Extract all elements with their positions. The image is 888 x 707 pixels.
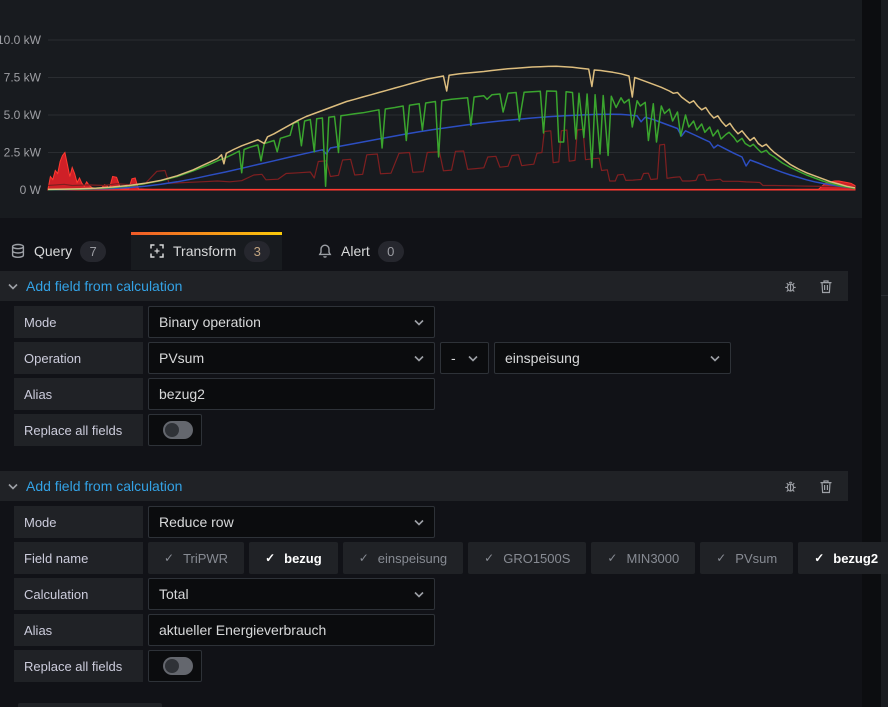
check-icon: ✓ [484,551,495,565]
transform1-operator-select[interactable]: - [440,342,489,374]
field-chip[interactable]: ✓ einspeisung [342,542,464,574]
transform2-header[interactable]: Add field from calculation [0,471,848,501]
transform2-replace-label: Replace all fields [14,650,143,682]
check-icon: ✓ [607,551,618,565]
field-chip-label: bezug2 [833,550,879,566]
toggle-track [163,657,193,675]
transform2-fieldname-label: Field name [14,542,143,574]
transform1-mode-select[interactable]: Binary operation [148,306,435,338]
transform2-mode-select[interactable]: Reduce row [148,506,435,538]
check-icon: ✓ [164,551,175,565]
transform2-alias-label: Alias [14,614,143,646]
field-chip-label: bezug [284,550,322,566]
tab-alert-count: 0 [377,240,404,262]
chevron-down-icon [468,355,478,362]
transform2-title: Add field from calculation [26,478,183,494]
bug-icon[interactable] [783,278,799,294]
transform1-title: Add field from calculation [26,278,183,294]
page-gap [862,0,881,707]
tab-transform[interactable]: Transform 3 [131,232,282,270]
field-chip[interactable]: ✓ bezug [249,542,338,574]
timeseries-panel: 10.0 kW 7.5 kW 5.0 kW 2.5 kW 0 W [0,0,862,218]
y-axis-tick: 0 W [20,183,42,197]
y-axis-tick: 7.5 kW [4,71,42,85]
field-chip-label: GRO1500S [503,550,571,566]
field-chip[interactable]: ✓ MIN3000 [591,542,696,574]
field-chip-list: ✓ TriPWR ✓ bezug ✓ einspeisung ✓ GRO1500S ✓ MIN30… [148,542,888,574]
series-green-inverter [47,90,856,191]
chevron-down-icon [414,519,424,526]
series-tan-pv-total [47,65,856,191]
transform1-alias-label: Alias [14,378,143,410]
field-chip-label: PVsum [735,550,778,566]
field-chip-label: MIN3000 [626,550,680,566]
series-bright-red-area [47,151,856,191]
tab-query-count: 7 [80,240,107,262]
check-icon: ✓ [358,551,369,565]
field-chip[interactable]: ✓ GRO1500S [468,542,587,574]
toggle-knob [165,423,179,437]
transform1-mode-label: Mode [14,306,143,338]
chevron-down-icon [414,591,424,598]
transform2-replace-toggle[interactable] [148,650,202,682]
chevron-down-icon [414,355,424,362]
transform1-replace-label: Replace all fields [14,414,143,446]
bug-icon[interactable] [783,478,799,494]
tab-transform-label: Transform [173,243,237,259]
transform1-operand-left-select[interactable]: PVsum [148,342,435,374]
bell-icon [317,243,333,259]
transform2-alias-input[interactable] [148,614,435,646]
y-axis-tick: 5.0 kW [4,108,42,122]
field-chip[interactable]: ✓ TriPWR [148,542,245,574]
chevron-down-icon [710,355,720,362]
toggle-track [163,421,193,439]
trash-icon[interactable] [819,278,835,294]
tab-alert-label: Alert [341,243,370,259]
chevron-down-icon [8,483,18,490]
right-pane-divider [881,295,888,296]
chevron-down-icon [414,319,424,326]
transform-arrows-icon [149,243,165,259]
tab-transform-count: 3 [244,240,271,262]
trash-icon[interactable] [819,478,835,494]
field-chip[interactable]: ✓ bezug2 [798,542,888,574]
chevron-down-icon [8,283,18,290]
field-chip[interactable]: ✓ PVsum [700,542,794,574]
tab-alert[interactable]: Alert 0 [300,232,410,270]
next-element-partial[interactable] [18,703,162,707]
series-dark-red-steps [47,128,856,188]
toggle-knob [165,659,179,673]
right-pane-edge [881,0,888,707]
y-axis-tick: 2.5 kW [4,146,42,160]
tab-query[interactable]: Query 7 [0,232,112,270]
y-axis-tick: 10.0 kW [0,33,42,47]
timeseries-chart[interactable]: 10.0 kW 7.5 kW 5.0 kW 2.5 kW 0 W [0,0,862,218]
tab-query-label: Query [34,243,73,259]
field-chip-label: TriPWR [183,550,229,566]
transform2-calculation-label: Calculation [14,578,143,610]
transform1-replace-toggle[interactable] [148,414,202,446]
transform1-header[interactable]: Add field from calculation [0,271,848,301]
check-icon: ✓ [814,551,825,565]
field-chip-label: einspeisung [377,550,448,566]
transform1-alias-input[interactable] [148,378,435,410]
check-icon: ✓ [265,551,276,565]
transform1-operand-right-select[interactable]: einspeisung [494,342,731,374]
database-icon [10,243,26,259]
transform1-operation-label: Operation [14,342,143,374]
transform2-mode-label: Mode [14,506,143,538]
check-icon: ✓ [716,551,727,565]
transform2-calculation-select[interactable]: Total [148,578,435,610]
